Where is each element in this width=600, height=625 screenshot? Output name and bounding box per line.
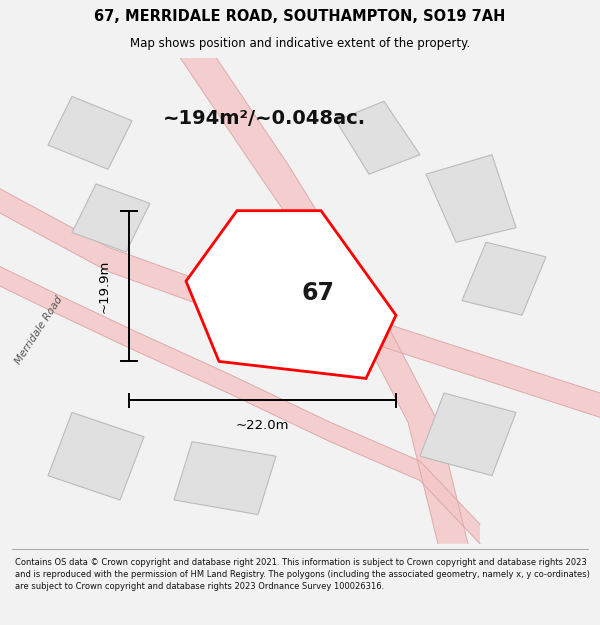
Polygon shape — [336, 101, 420, 174]
Polygon shape — [72, 184, 150, 252]
Polygon shape — [48, 412, 144, 500]
Polygon shape — [0, 267, 480, 544]
Text: ~194m²/~0.048ac.: ~194m²/~0.048ac. — [163, 109, 365, 127]
Text: 67, MERRIDALE ROAD, SOUTHAMPTON, SO19 7AH: 67, MERRIDALE ROAD, SOUTHAMPTON, SO19 7A… — [94, 9, 506, 24]
Text: 67: 67 — [301, 281, 334, 305]
Polygon shape — [420, 393, 516, 476]
Polygon shape — [180, 58, 468, 544]
Polygon shape — [462, 242, 546, 315]
Polygon shape — [0, 189, 600, 418]
Polygon shape — [174, 442, 276, 514]
Text: Contains OS data © Crown copyright and database right 2021. This information is : Contains OS data © Crown copyright and d… — [15, 558, 590, 591]
Polygon shape — [426, 155, 516, 242]
Polygon shape — [186, 211, 396, 378]
Text: ~19.9m: ~19.9m — [97, 259, 110, 312]
Text: ~22.0m: ~22.0m — [236, 419, 289, 432]
Polygon shape — [48, 96, 132, 169]
Text: Map shows position and indicative extent of the property.: Map shows position and indicative extent… — [130, 37, 470, 49]
Text: Merridale Road: Merridale Road — [13, 294, 65, 366]
